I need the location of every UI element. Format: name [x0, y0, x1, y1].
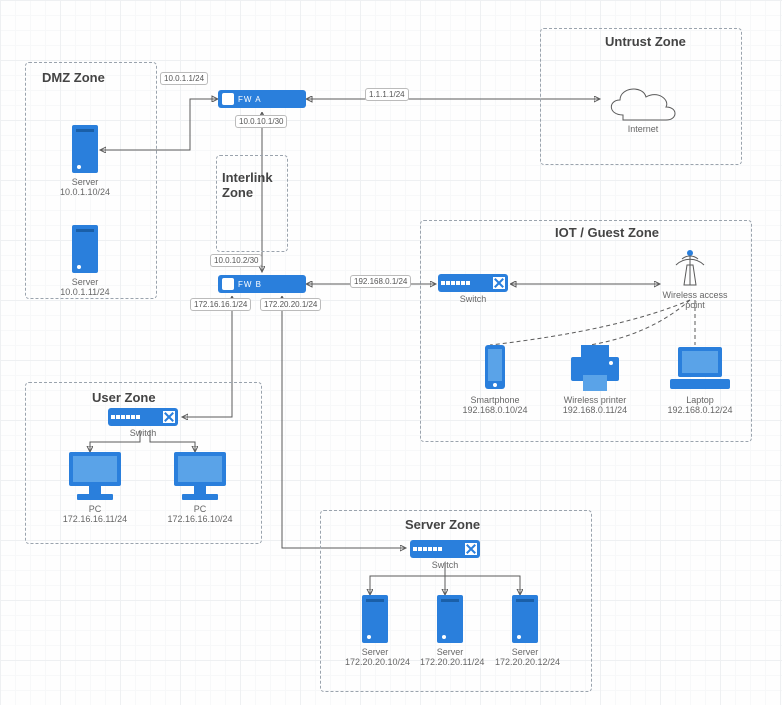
printer-label: Wireless printer [564, 395, 627, 405]
ip-fwa-bottom: 10.0.10.1/30 [235, 115, 287, 128]
pc-1-label: PC [89, 504, 102, 514]
smartphone: Smartphone192.168.0.10/24 [460, 345, 530, 416]
pc-2: PC172.16.16.10/24 [160, 450, 240, 525]
switch-user-label: Switch [108, 428, 178, 438]
zone-untrust-title: Untrust Zone [605, 34, 686, 49]
srv-2-label: Server [437, 647, 464, 657]
firewall-a: FW A [218, 90, 306, 108]
server-icon [433, 595, 467, 645]
switch-iot: Switch [438, 274, 508, 304]
ip-fwa-right: 1.1.1.1/24 [365, 88, 409, 101]
dmz-server-2-label: Server [72, 277, 99, 287]
dmz-server-1-ip: 10.0.1.10/24 [60, 187, 110, 197]
server-icon [68, 225, 102, 275]
firewall-a-label: FW A [238, 95, 262, 104]
switch-server: Switch [410, 540, 480, 570]
srv-1-ip: 172.20.20.10/24 [345, 657, 410, 667]
ip-fwa-left: 10.0.1.1/24 [160, 72, 208, 85]
laptop-label: Laptop [686, 395, 714, 405]
internet-label: Internet [608, 124, 678, 134]
zone-iot-title: IOT / Guest Zone [555, 225, 659, 240]
dmz-server-1: Server10.0.1.10/24 [60, 125, 110, 198]
zone-server-title: Server Zone [405, 517, 480, 532]
pc-2-ip: 172.16.16.10/24 [167, 514, 232, 524]
srv-3-label: Server [512, 647, 539, 657]
pc-icon [168, 450, 232, 502]
ip-fwb-right: 192.168.0.1/24 [350, 275, 411, 288]
srv-1-label: Server [362, 647, 389, 657]
pc-2-label: PC [194, 504, 207, 514]
server-icon [68, 125, 102, 175]
smartphone-label: Smartphone [470, 395, 519, 405]
pc-1-ip: 172.16.16.11/24 [63, 514, 127, 524]
switch-user: Switch [108, 408, 178, 438]
laptop-icon [668, 345, 732, 393]
dmz-server-2-ip: 10.0.1.11/24 [60, 287, 109, 297]
zone-user-title: User Zone [92, 390, 156, 405]
server-icon [358, 595, 392, 645]
zone-dmz-title: DMZ Zone [42, 70, 105, 85]
srv-2-ip: 172.20.20.11/24 [420, 657, 484, 667]
firewall-b: FW B [218, 275, 306, 293]
srv-2: Server172.20.20.11/24 [420, 595, 480, 668]
srv-3: Server172.20.20.12/24 [495, 595, 555, 668]
smartphone-ip: 192.168.0.10/24 [462, 405, 527, 415]
srv-3-ip: 172.20.20.12/24 [495, 657, 560, 667]
zone-interlink-title: Interlink Zone [222, 170, 273, 200]
printer-ip: 192.168.0.11/24 [563, 405, 627, 415]
pc-1: PC172.16.16.11/24 [55, 450, 135, 525]
printer: Wireless printer192.168.0.11/24 [555, 345, 635, 416]
switch-iot-label: Switch [438, 294, 508, 304]
dmz-server-1-label: Server [72, 177, 99, 187]
internet-node: Internet [608, 122, 678, 134]
ip-fwb-left: 172.16.16.1/24 [190, 298, 251, 311]
access-point-label: Wireless access point [655, 290, 735, 311]
srv-1: Server172.20.20.10/24 [345, 595, 405, 668]
dmz-server-2: Server10.0.1.11/24 [60, 225, 110, 298]
diagram-canvas: DMZ Zone Untrust Zone Interlink Zone IOT… [0, 0, 782, 705]
laptop-ip: 192.168.0.12/24 [667, 405, 732, 415]
ip-fwb-top: 10.0.10.2/30 [210, 254, 262, 267]
phone-icon [481, 345, 509, 393]
ip-fwb-mid: 172.20.20.1/24 [260, 298, 321, 311]
switch-server-label: Switch [410, 560, 480, 570]
server-icon [508, 595, 542, 645]
printer-icon [567, 345, 623, 393]
firewall-b-label: FW B [238, 280, 262, 289]
laptop: Laptop192.168.0.12/24 [660, 345, 740, 416]
access-point: Wireless access point [655, 288, 735, 311]
pc-icon [63, 450, 127, 502]
